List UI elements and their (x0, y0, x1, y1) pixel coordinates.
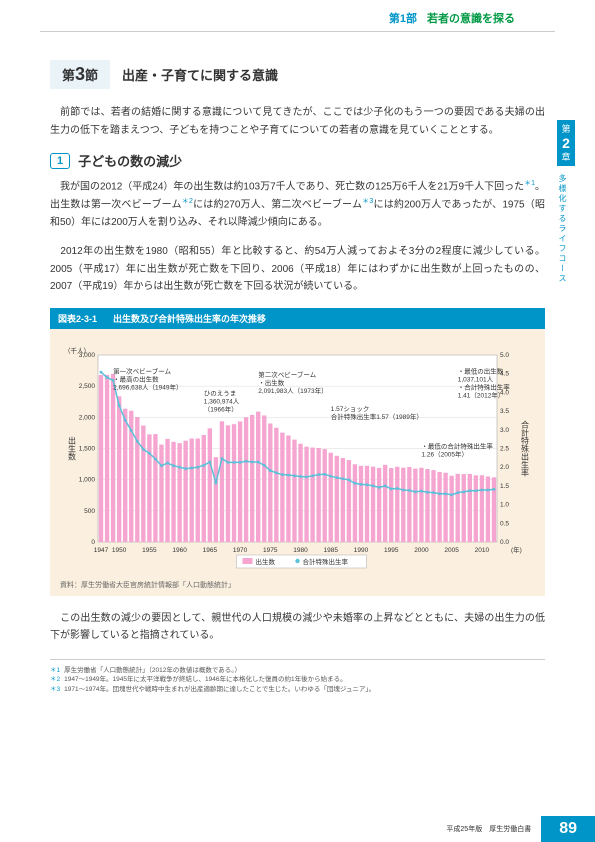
subsection-num: 1 (50, 153, 70, 169)
svg-text:1950: 1950 (112, 547, 127, 554)
part-subtitle: 若者の意識を探る (427, 10, 515, 26)
svg-text:1.41（2012年）: 1.41（2012年） (458, 390, 505, 399)
paragraph-2: 2012年の出生数を1980（昭和55）年と比較すると、約54万人減っておよそ3… (50, 243, 545, 296)
svg-text:1.57ショック: 1.57ショック (331, 405, 370, 413)
part-label: 第1部 (389, 10, 417, 26)
svg-text:第一次ベビーブーム: 第一次ベビーブーム (113, 366, 171, 375)
svg-text:1955: 1955 (142, 547, 157, 554)
fn-text-3: 1971～1974年。団塊世代や戦時中生まれが出産適齢期に達したことで生じた。い… (64, 686, 375, 693)
svg-text:0: 0 (91, 539, 95, 546)
chart-source: 資料：厚生労働省大臣官房統計情報部「人口動態統計」 (60, 580, 535, 590)
side-vlabel: 多様化するライフコース (557, 174, 568, 284)
intro-paragraph: 前節では、若者の結婚に関する意識について見てきたが、ここでは少子化のもう一つの要… (50, 104, 545, 139)
svg-text:2005: 2005 (444, 547, 459, 554)
footnote-1: ＊1 厚生労働省「人口動態統計」（2012年の数値は概数である。） (50, 666, 545, 676)
svg-text:1960: 1960 (172, 547, 187, 554)
section-prefix: 第 (62, 68, 75, 83)
section-title: 出産・子育てに関する意識 (122, 65, 278, 84)
footer: 平成25年版 厚生労働白書 89 (0, 816, 595, 842)
svg-text:（千人）: （千人） (64, 346, 90, 355)
paragraph-1: 我が国の2012（平成24）年の出生数は約103万7千人であり、死亡数の125万… (50, 178, 545, 231)
fn-text-1: 厚生労働省「人口動態統計」（2012年の数値は概数である。） (64, 667, 241, 674)
p1c: には約270万人、第二次ベビーブーム (193, 199, 362, 210)
svg-text:0.5: 0.5 (500, 520, 509, 527)
fn-text-2: 1947～1949年。1945年に太平洋戦争が終結し、1946年に本格化した復員… (64, 676, 346, 683)
chapter-num: 2 (559, 135, 573, 152)
svg-text:出生数: 出生数 (256, 557, 276, 566)
svg-text:2000: 2000 (414, 547, 429, 554)
svg-text:1980: 1980 (293, 547, 308, 554)
svg-text:・最低の合計特殊出生率: ・最低の合計特殊出生率 (421, 441, 493, 450)
svg-text:3.0: 3.0 (500, 426, 509, 433)
section-suffix: 節 (85, 68, 98, 83)
svg-text:1990: 1990 (354, 547, 369, 554)
footnote-3: ＊3 1971～1974年。団塊世代や戦時中生まれが出産適齢期に達したことで生じた… (50, 685, 545, 695)
p1a: 我が国の2012（平成24）年の出生数は約103万7千人であり、死亡数の125万… (50, 181, 524, 192)
svg-text:1,000: 1,000 (79, 476, 96, 483)
svg-text:5.0: 5.0 (500, 352, 509, 359)
svg-text:3.5: 3.5 (500, 408, 509, 415)
svg-text:2,000: 2,000 (79, 414, 96, 421)
svg-text:1985: 1985 (324, 547, 339, 554)
svg-text:2,500: 2,500 (79, 383, 96, 390)
section-num: 3 (75, 64, 85, 84)
svg-text:1.26（2005年）: 1.26（2005年） (421, 449, 468, 458)
svg-text:2,091,983人（1973年）: 2,091,983人（1973年） (258, 385, 327, 394)
svg-text:第二次ベビーブーム: 第二次ベビーブーム (258, 369, 316, 378)
page-header: 第1部 若者の意識を探る (40, 0, 555, 32)
svg-text:1965: 1965 (203, 547, 218, 554)
chapter-suf: 章 (561, 152, 570, 162)
svg-text:1995: 1995 (384, 547, 399, 554)
svg-text:出生数: 出生数 (68, 435, 77, 461)
svg-text:1975: 1975 (263, 547, 278, 554)
svg-text:・合計特殊出生率: ・合計特殊出生率 (458, 382, 511, 391)
svg-text:1.5: 1.5 (500, 483, 509, 490)
chart-svg: 05001,0001,5002,0002,5003,0000.00.51.01.… (60, 341, 535, 576)
footnote-2: ＊2 1947～1949年。1945年に太平洋戦争が終結し、1946年に本格化した… (50, 675, 545, 685)
chapter-box: 第 2 章 (557, 120, 575, 166)
fn-num-2: ＊2 (50, 676, 60, 683)
chart-area: 05001,0001,5002,0002,5003,0000.00.51.01.… (50, 329, 545, 596)
subsection-head: 1 子どもの数の減少 (50, 151, 545, 170)
chart-tag: 図表2-3-1 (50, 312, 105, 325)
chart-title: 出生数及び合計特殊出生率の年次推移 (105, 312, 274, 325)
svg-text:2,696,638人（1949年）: 2,696,638人（1949年） (113, 382, 182, 391)
content: 第3節 出産・子育てに関する意識 前節では、若者の結婚に関する意識について見てき… (0, 32, 595, 695)
svg-text:1,360,974人: 1,360,974人 (204, 397, 240, 405)
svg-text:合計特殊出生率1.57（1989年）: 合計特殊出生率1.57（1989年） (331, 412, 423, 421)
page-number: 89 (541, 816, 595, 842)
svg-text:・出生数: ・出生数 (258, 377, 285, 386)
svg-text:ひのえうま: ひのえうま (204, 389, 237, 397)
svg-text:1.0: 1.0 (500, 501, 509, 508)
footnote-ref-3: ＊3 (362, 198, 373, 205)
svg-text:2.0: 2.0 (500, 464, 509, 471)
svg-text:500: 500 (84, 507, 95, 514)
svg-text:1,037,101人: 1,037,101人 (458, 375, 494, 383)
subsection-title: 子どもの数の減少 (78, 151, 182, 170)
svg-text:・最低の出生数: ・最低の出生数 (458, 366, 504, 375)
section-head: 第3節 出産・子育てに関する意識 (50, 60, 545, 89)
closing-paragraph: この出生数の減少の要因として、親世代の人口規模の減少や未婚率の上昇などとともに、… (50, 610, 545, 645)
svg-text:合計特殊出生率: 合計特殊出生率 (521, 419, 530, 477)
svg-text:・最高の出生数: ・最高の出生数 (113, 374, 159, 383)
fn-num-1: ＊1 (50, 667, 60, 674)
footnote-ref-2: ＊2 (182, 198, 193, 205)
svg-text:（1966年）: （1966年） (204, 404, 238, 413)
svg-text:2010: 2010 (475, 547, 490, 554)
chart-header: 図表2-3-1 出生数及び合計特殊出生率の年次推移 (50, 308, 545, 329)
chapter-pre: 第 (561, 124, 570, 134)
svg-text:(年): (年) (511, 545, 522, 554)
footnote-ref-1: ＊1 (524, 180, 535, 187)
footer-edition: 平成25年版 厚生労働白書 (0, 824, 541, 834)
svg-text:1,500: 1,500 (79, 445, 96, 452)
svg-text:1970: 1970 (233, 547, 248, 554)
svg-text:合計特殊出生率: 合計特殊出生率 (303, 557, 349, 566)
footnotes: ＊1 厚生労働省「人口動態統計」（2012年の数値は概数である。） ＊2 1947～… (50, 659, 545, 695)
fn-num-3: ＊3 (50, 686, 60, 693)
section-box: 第3節 (50, 60, 110, 89)
svg-text:1947: 1947 (94, 547, 109, 554)
svg-text:2.5: 2.5 (500, 445, 509, 452)
svg-text:0.0: 0.0 (500, 539, 509, 546)
side-tab: 第 2 章 多様化するライフコース (557, 120, 575, 284)
